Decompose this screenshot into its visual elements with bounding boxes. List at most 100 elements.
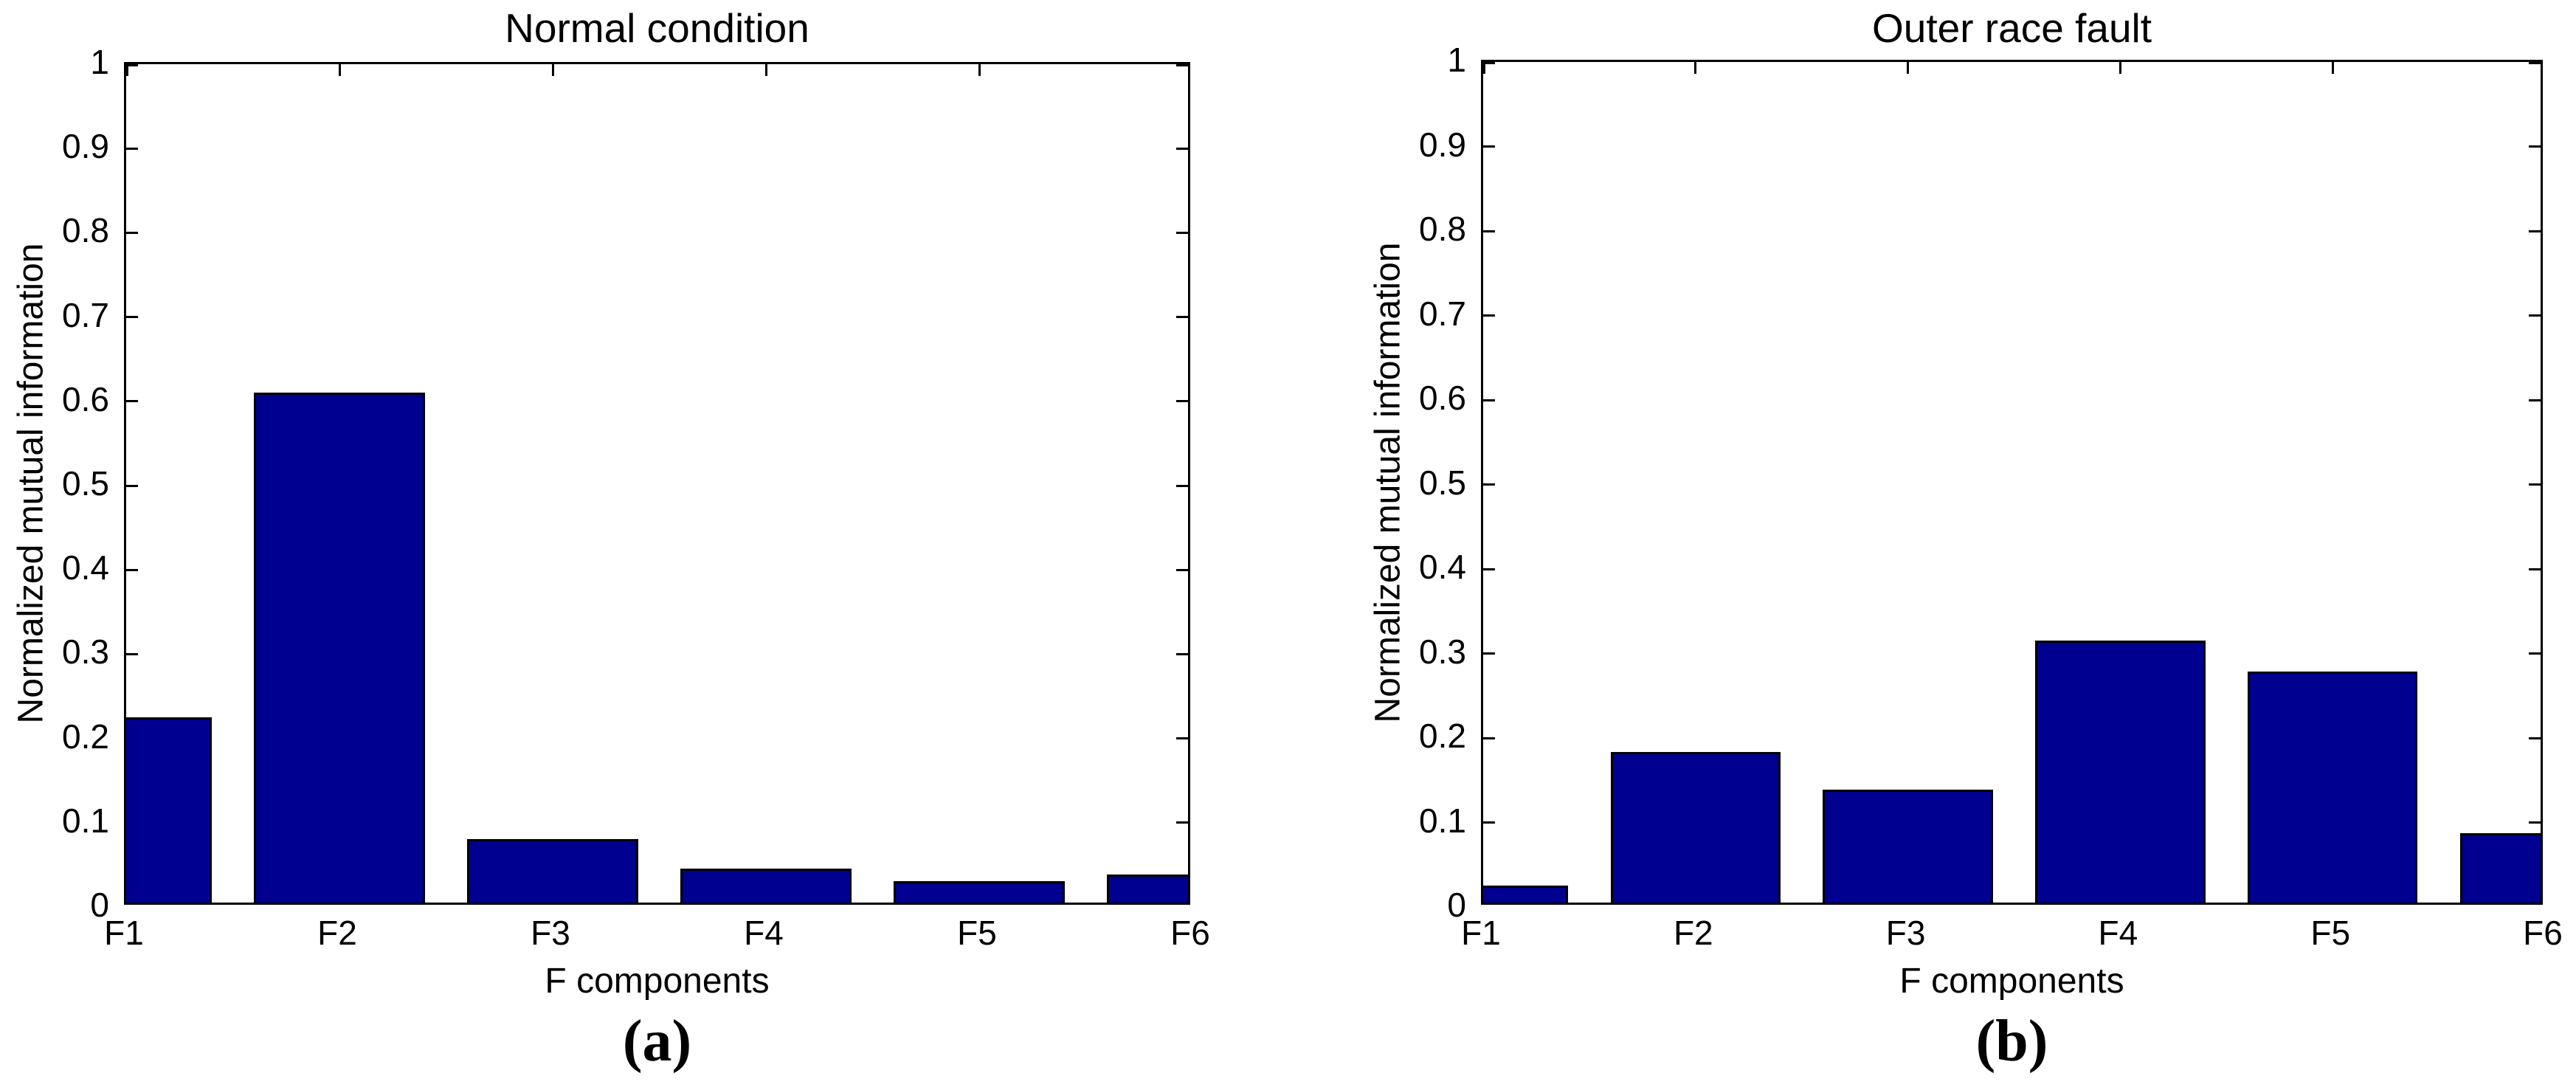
y-tick-label: 0.9 <box>62 127 109 166</box>
y-tick-mark <box>1176 737 1188 740</box>
y-tick-label: 0.9 <box>1419 125 1466 164</box>
x-tick-label: F3 <box>531 914 570 952</box>
chart-title: Normal condition <box>505 5 809 51</box>
y-tick-mark <box>126 400 138 403</box>
x-tick-mark <box>1694 62 1697 74</box>
y-tick-mark <box>1176 147 1188 150</box>
y-tick-mark <box>1176 568 1188 571</box>
y-tick-mark <box>1176 64 1188 66</box>
bar-F5 <box>894 881 1065 903</box>
y-tick-mark <box>1176 316 1188 319</box>
x-tick-label: F1 <box>104 914 144 952</box>
y-tick-mark <box>1483 821 1495 824</box>
x-tick-label: F1 <box>1461 914 1501 952</box>
y-tick-mark <box>126 568 138 571</box>
y-tick-mark <box>1176 231 1188 234</box>
y-tick-label: 0.2 <box>1419 717 1466 755</box>
plot-area <box>1481 60 2543 905</box>
y-tick-mark <box>126 484 138 487</box>
y-tick-mark <box>2529 652 2541 655</box>
y-tick-mark <box>2529 821 2541 824</box>
y-tick-mark <box>126 652 138 655</box>
y-tick-label: 0.1 <box>62 801 109 840</box>
y-tick-mark <box>2529 230 2541 232</box>
x-tick-mark <box>978 64 981 76</box>
bar-F3 <box>1823 789 1993 903</box>
y-tick-mark <box>2529 145 2541 148</box>
panel-letter: (b) <box>1975 1009 2048 1074</box>
x-tick-label: F5 <box>957 914 997 952</box>
y-tick-label: 0.3 <box>62 632 109 672</box>
y-tick-label: 1 <box>90 43 109 81</box>
x-tick-label: F4 <box>744 914 784 952</box>
plot-area <box>124 62 1190 905</box>
y-tick-label: 0.4 <box>1419 548 1466 586</box>
y-tick-mark <box>2529 483 2541 486</box>
bar-F4 <box>680 869 852 903</box>
y-tick-label: 0 <box>1447 886 1466 924</box>
y-tick-label: 0.4 <box>62 548 109 587</box>
y-tick-mark <box>2529 737 2541 739</box>
y-tick-mark <box>1176 400 1188 403</box>
y-tick-mark <box>126 64 138 66</box>
x-tick-label: F4 <box>2098 914 2138 952</box>
panel-letter: (a) <box>622 1009 692 1074</box>
chart-title: Outer race fault <box>1871 5 2152 51</box>
y-tick-mark <box>1483 399 1495 401</box>
y-tick-mark <box>2529 568 2541 570</box>
y-axis-label: Normalized mutual information <box>11 243 51 724</box>
y-tick-label: 1 <box>1447 41 1466 79</box>
y-tick-label: 0 <box>90 886 109 924</box>
y-tick-label: 0.3 <box>1419 632 1466 671</box>
y-tick-mark <box>2529 314 2541 317</box>
x-tick-mark <box>551 64 554 76</box>
x-tick-label: F3 <box>1885 914 1926 952</box>
y-tick-label: 0.5 <box>62 464 109 503</box>
y-tick-mark <box>1176 484 1188 487</box>
y-tick-label: 0.2 <box>62 717 109 756</box>
y-tick-mark <box>1483 314 1495 317</box>
y-tick-label: 0.7 <box>1419 294 1466 333</box>
y-tick-mark <box>1176 821 1188 824</box>
bar-F6 <box>2459 833 2541 903</box>
y-tick-label: 0.8 <box>1419 210 1466 248</box>
y-tick-mark <box>1483 483 1495 486</box>
x-tick-label: F6 <box>1170 914 1210 952</box>
x-axis-label: F components <box>1899 962 2124 1001</box>
x-tick-mark <box>2119 62 2121 74</box>
y-tick-mark <box>126 821 138 824</box>
x-tick-mark <box>1483 62 1485 74</box>
y-tick-mark <box>2529 62 2541 64</box>
bar-F6 <box>1107 875 1188 903</box>
x-tick-label: F6 <box>2523 914 2563 952</box>
y-tick-mark <box>1483 652 1495 655</box>
x-tick-mark <box>2331 62 2334 74</box>
y-tick-label: 0.7 <box>62 295 109 334</box>
x-tick-mark <box>764 64 767 76</box>
bar-F5 <box>2248 672 2418 903</box>
y-tick-mark <box>1483 62 1495 64</box>
y-tick-label: 0.5 <box>1419 463 1466 502</box>
x-tick-mark <box>1907 62 1910 74</box>
y-tick-mark <box>2529 399 2541 401</box>
y-tick-label: 0.6 <box>62 379 109 418</box>
y-tick-mark <box>1483 230 1495 232</box>
y-tick-mark <box>126 316 138 319</box>
bar-F4 <box>2035 641 2206 903</box>
x-tick-label: F2 <box>1673 914 1713 952</box>
x-tick-mark <box>338 64 341 76</box>
y-tick-mark <box>1483 568 1495 570</box>
y-tick-mark <box>1483 737 1495 739</box>
y-tick-label: 0.6 <box>1419 379 1466 417</box>
x-axis-label: F components <box>545 962 770 1001</box>
y-tick-label: 0.1 <box>1419 801 1466 840</box>
bar-F2 <box>1610 752 1781 903</box>
bar-F1 <box>1483 886 1569 903</box>
y-tick-mark <box>1176 652 1188 655</box>
y-tick-mark <box>1483 145 1495 148</box>
x-tick-label: F5 <box>2310 914 2351 952</box>
bar-F2 <box>254 393 425 903</box>
